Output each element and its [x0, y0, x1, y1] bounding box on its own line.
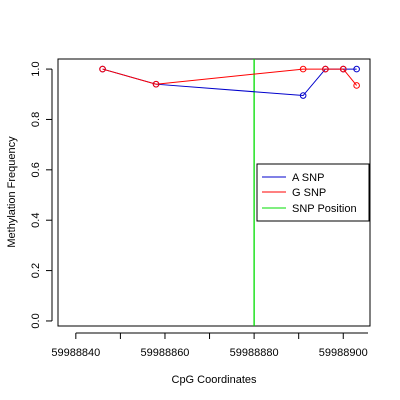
x-axis: 59988840 59988860 59988880 59988900: [51, 332, 368, 359]
y-tick-label: 0.6: [30, 162, 42, 177]
series-line-0: [102, 68, 357, 97]
data-point-1: [299, 65, 307, 73]
y-tick-label: 0.0: [30, 313, 42, 328]
legend: A SNP G SNP SNP Position: [256, 163, 370, 222]
x-tick-label: 59988900: [319, 347, 368, 359]
data-point-1: [322, 65, 329, 73]
y-tick-label: 0.2: [30, 263, 42, 278]
data-point-0: [299, 92, 307, 99]
series-line-1: [102, 68, 358, 86]
data-point-1: [152, 80, 160, 88]
y-tick-label: 1.0: [30, 61, 42, 76]
data-point-1: [99, 65, 106, 73]
y-tick-label: 0.8: [30, 112, 42, 127]
legend-label-snp-position: SNP Position: [292, 203, 357, 215]
series-layer: [99, 65, 360, 99]
x-tick-label: 59988880: [230, 347, 279, 359]
data-point-0: [353, 65, 360, 73]
y-tick-label: 0.4: [30, 213, 42, 228]
y-axis-label: Methylation Frequency: [6, 136, 18, 248]
x-axis-label: CpG Coordinates: [172, 374, 257, 386]
legend-label-a-snp: A SNP: [292, 172, 324, 184]
data-point-1: [353, 82, 360, 89]
x-tick-label: 59988860: [140, 347, 189, 359]
plot-frame: [57, 58, 371, 327]
x-tick-label: 59988840: [51, 347, 100, 359]
data-point-1: [339, 65, 347, 73]
y-axis: 0.0 0.2 0.4 0.6 0.8 1.0: [30, 61, 53, 329]
legend-label-g-snp: G SNP: [292, 187, 326, 199]
